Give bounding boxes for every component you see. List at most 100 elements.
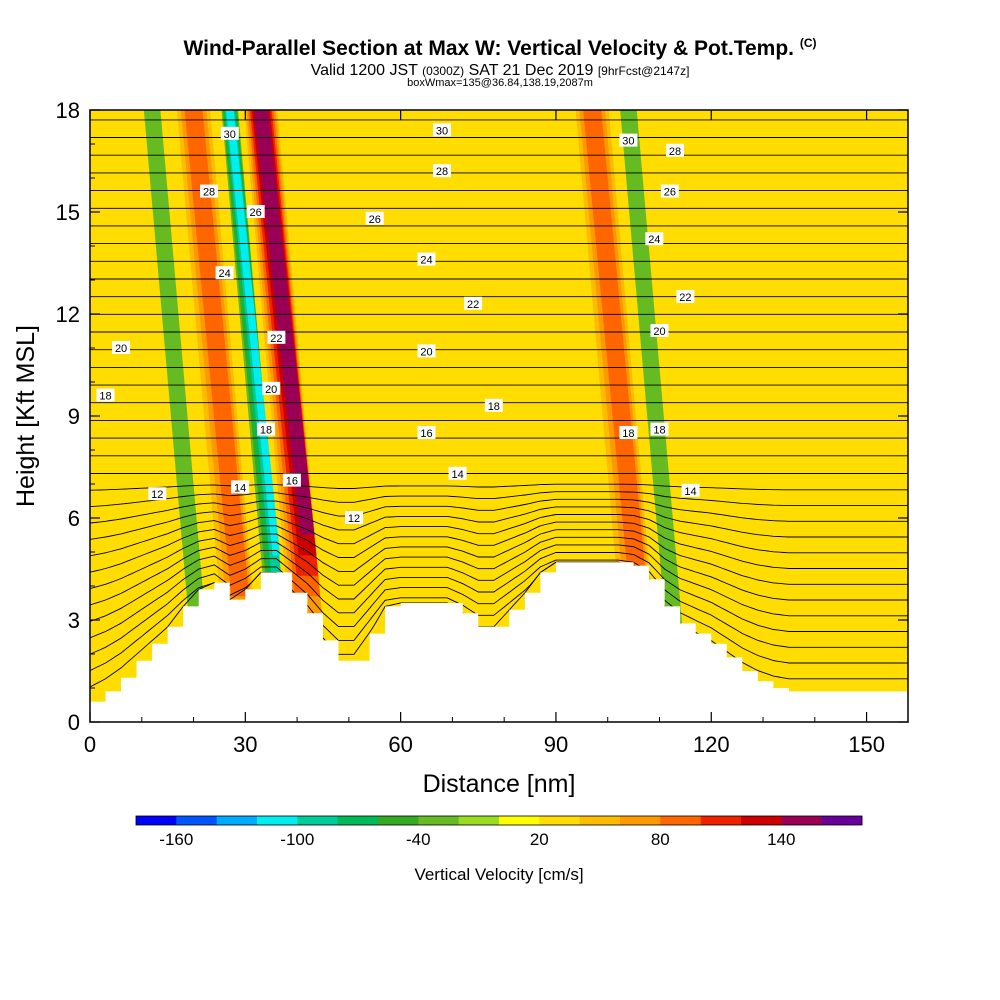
contour-label: 18	[653, 425, 665, 437]
colorbar-swatch	[176, 816, 218, 825]
colorbar-swatch	[378, 816, 419, 825]
theta-contours	[90, 119, 908, 688]
contour-label: 18	[622, 428, 634, 440]
contour-label-box	[231, 480, 250, 494]
contour-label-box	[681, 483, 700, 497]
contour-label: 22	[679, 292, 691, 304]
contour-label-box	[619, 426, 638, 439]
contour-label: 20	[653, 326, 665, 338]
x-tick-label: 120	[693, 732, 730, 757]
contour-label: 18	[488, 401, 500, 413]
contour-label-box	[365, 211, 384, 225]
colorbar-swatch	[620, 816, 661, 825]
colorbar-swatch	[539, 816, 581, 825]
colorbar-swatch	[579, 816, 621, 825]
contour-label-box	[676, 290, 695, 303]
theta-contour-line	[90, 514, 908, 557]
contour-label: 26	[250, 207, 262, 219]
colorbar-tick-label: 20	[530, 830, 549, 849]
contour-label-box	[645, 232, 664, 246]
contour-label-box	[267, 330, 286, 344]
contour-label: 20	[265, 384, 277, 396]
x-tick-label: 90	[544, 732, 568, 757]
contour-label: 18	[99, 391, 111, 403]
contour-label-box	[96, 388, 115, 402]
contour-label: 24	[648, 234, 660, 246]
colorbar-swatch	[821, 816, 863, 825]
y-axis-label: Height [Kft MSL]	[12, 325, 40, 507]
valid-time: Valid 1200 JST (0300Z) SAT 21 Dec 2019 […	[0, 62, 1000, 80]
colorbar-swatch	[418, 816, 460, 825]
downdraft-band-2-level-0	[620, 110, 684, 637]
valid-date: SAT 21 Dec 2019	[468, 62, 594, 79]
updraft-band-0-level-5	[253, 110, 315, 535]
contour-label: 30	[436, 125, 448, 137]
chart-title-text: Wind-Parallel Section at Max W: Vertical…	[183, 37, 794, 60]
theta-contour-line	[90, 521, 908, 573]
colorbar-swatch	[741, 816, 782, 825]
contour-label: 20	[420, 346, 432, 358]
contour-label-box	[200, 184, 219, 198]
theta-contour-line	[90, 529, 908, 590]
contour-label-box	[220, 126, 239, 140]
contour-label: 14	[684, 486, 696, 498]
theta-contour-line	[90, 491, 908, 508]
contour-label-box	[112, 341, 131, 354]
y-tick-label: 18	[56, 98, 80, 123]
contour-label: 16	[420, 428, 432, 440]
colorbar-tick-label: -160	[159, 830, 193, 849]
contour-label-box	[417, 252, 436, 266]
x-tick-label: 30	[233, 732, 257, 757]
contour-label-box	[417, 344, 436, 358]
colorbar-tick-label: -100	[280, 830, 314, 849]
colorbar-tick-label: -40	[406, 830, 431, 849]
contour-label-box	[262, 381, 281, 395]
contour-label-box	[417, 426, 436, 439]
contour-label: 14	[451, 469, 463, 481]
axes: 0 30 60 90 120 150 0 3 6 9 12 15 18	[56, 98, 908, 757]
contour-label-box	[257, 422, 276, 436]
theta-contour-line	[90, 498, 908, 524]
contour-label: 22	[467, 299, 479, 311]
colorbar-swatch	[458, 816, 500, 825]
contour-label: 28	[203, 187, 215, 199]
colorbar-swatch	[499, 816, 540, 825]
colorbar-swatch	[700, 816, 742, 825]
copyright-mark: (C)	[799, 36, 817, 50]
y-tick-label: 9	[68, 404, 80, 429]
contour-label-box	[619, 133, 638, 147]
contour-label-box	[215, 266, 234, 280]
x-tick-label: 60	[388, 732, 412, 757]
contour-label-box	[448, 466, 467, 480]
theta-contour-labels: 12 12 14 14 14 16 16 18 18 18 18 18 20 20 20 20 22 22 22 24…	[96, 123, 700, 525]
colorbar-swatch	[136, 816, 177, 825]
contour-label-box	[148, 487, 167, 501]
contour-label: 26	[369, 214, 381, 226]
colorbar: -160 -100 -40 20 80 140	[135, 815, 863, 849]
valid-prefix: Valid 1200 JST	[310, 62, 418, 79]
terrain-mask	[90, 562, 908, 722]
contour-label: 28	[669, 146, 681, 158]
updraft-band-2-level-2	[583, 110, 648, 597]
contour-label: 22	[270, 333, 282, 345]
x-axis-label: Distance [nm]	[423, 770, 576, 798]
colorbar-swatch	[257, 816, 298, 825]
contour-label: 28	[436, 166, 448, 178]
x-tick-label: 0	[84, 732, 96, 757]
theta-contour-line	[90, 544, 908, 622]
theta-contour-line	[90, 483, 908, 491]
contour-label: 30	[622, 136, 634, 148]
contour-label: 12	[151, 489, 163, 501]
contour-label: 26	[664, 187, 676, 199]
contour-label-box	[433, 164, 452, 178]
updraft-band-1-level-2	[184, 110, 250, 597]
colorbar-tick-label: 80	[651, 830, 670, 849]
theta-contour-line	[90, 552, 908, 639]
contour-label: 24	[218, 268, 230, 280]
contour-label: 24	[420, 255, 432, 267]
colorbar-swatch	[216, 816, 258, 825]
contour-label-box	[246, 205, 265, 218]
y-tick-label: 6	[68, 506, 80, 531]
contour-label-box	[484, 398, 503, 412]
